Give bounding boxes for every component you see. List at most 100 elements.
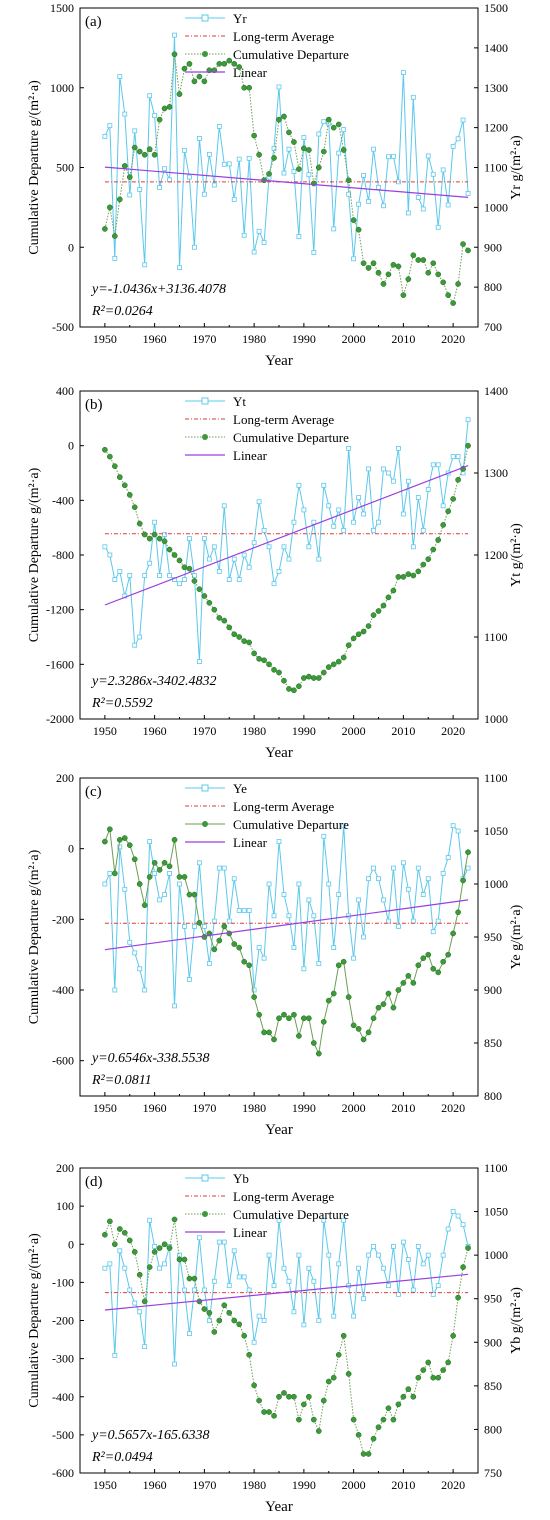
data-point	[276, 1393, 282, 1400]
data-point	[216, 1239, 222, 1245]
data-point	[266, 1252, 272, 1258]
y-right-tick-label: 950	[484, 1292, 502, 1306]
series-line	[104, 1219, 469, 1455]
data-point	[177, 881, 182, 887]
y-right-axis-label: Yt g/(m²·a)	[509, 523, 524, 587]
data-point	[410, 94, 416, 100]
data-point	[296, 1033, 302, 1039]
data-point	[256, 151, 262, 158]
data-point	[296, 166, 302, 172]
y-right-axis-label: Yr g/(m²·a)	[509, 135, 524, 200]
data-point	[121, 163, 128, 169]
x-tick-label: 1960	[143, 1101, 167, 1115]
series-value	[102, 823, 471, 1009]
data-point	[420, 528, 426, 533]
x-tick-label: 1990	[292, 724, 316, 738]
y-left-tick-label: -600	[52, 1466, 74, 1480]
data-point	[186, 1275, 193, 1282]
data-point	[380, 1001, 387, 1007]
data-point	[231, 1317, 238, 1324]
data-point	[376, 1252, 381, 1258]
data-point	[440, 279, 447, 286]
data-point	[395, 445, 401, 451]
data-point	[211, 182, 217, 188]
legend-marker	[201, 1174, 209, 1182]
data-point	[196, 586, 203, 593]
data-point	[306, 544, 312, 550]
data-point	[445, 855, 451, 860]
data-point	[132, 642, 138, 648]
data-point	[126, 1237, 133, 1244]
series-cumulative	[102, 826, 471, 1057]
data-point	[455, 136, 461, 142]
y-left-tick-label: -500	[52, 320, 74, 334]
data-point	[251, 650, 257, 657]
data-point	[315, 675, 322, 681]
data-point	[196, 659, 202, 664]
data-point	[296, 482, 302, 488]
y-left-tick-label: 0	[68, 439, 74, 453]
data-point	[151, 531, 158, 538]
data-point	[445, 202, 451, 208]
data-point	[172, 32, 177, 38]
data-point	[400, 292, 407, 298]
data-point	[420, 206, 426, 212]
data-point	[365, 623, 372, 629]
data-point	[186, 891, 193, 898]
y-left-tick-label: -1200	[46, 603, 74, 617]
data-point	[291, 169, 297, 174]
data-point	[186, 565, 193, 572]
legend-marker	[202, 434, 208, 440]
data-point	[391, 865, 396, 871]
data-point	[251, 249, 257, 255]
data-point	[291, 519, 297, 525]
data-point	[355, 1026, 362, 1032]
data-point	[116, 474, 123, 480]
series-line	[104, 829, 469, 1056]
data-point	[435, 224, 441, 230]
data-point	[301, 135, 307, 140]
data-point	[460, 877, 466, 884]
data-point	[395, 924, 401, 929]
data-point	[381, 203, 386, 209]
x-axis-label: Year	[265, 1499, 293, 1515]
x-tick-label: 1980	[242, 1478, 266, 1492]
data-point	[311, 250, 317, 255]
data-point	[236, 577, 242, 582]
data-point	[430, 260, 437, 267]
x-axis-label: Year	[265, 353, 293, 369]
data-point	[336, 150, 342, 156]
data-point	[340, 654, 347, 661]
data-point	[171, 1216, 178, 1223]
data-point	[366, 466, 371, 472]
data-point	[360, 1036, 367, 1043]
data-point	[425, 486, 431, 492]
data-point	[315, 164, 322, 171]
data-point	[465, 1245, 471, 1251]
data-point	[450, 1209, 456, 1214]
data-point	[386, 1283, 391, 1289]
y-left-tick-label: -200	[52, 912, 74, 926]
data-point	[330, 124, 337, 131]
data-point	[201, 1287, 207, 1293]
regression-equation: y=0.6546x-338.5538	[90, 1051, 210, 1066]
data-point	[131, 144, 138, 151]
data-point	[315, 1050, 322, 1057]
y-left-tick-label: -200	[52, 1314, 74, 1328]
data-point	[191, 578, 198, 584]
data-point	[430, 171, 436, 177]
y-right-tick-label: 1100	[484, 771, 508, 785]
data-point	[420, 257, 427, 263]
data-point	[291, 1011, 297, 1018]
series-cumulative	[102, 442, 471, 694]
data-point	[340, 147, 347, 153]
data-point	[151, 151, 158, 158]
data-point	[430, 929, 436, 935]
data-point	[226, 577, 232, 582]
x-tick-label: 1970	[192, 1101, 216, 1115]
data-point	[425, 1359, 432, 1366]
data-point	[311, 519, 317, 525]
data-point	[221, 617, 228, 624]
data-point	[226, 1310, 233, 1316]
data-point	[246, 962, 252, 969]
